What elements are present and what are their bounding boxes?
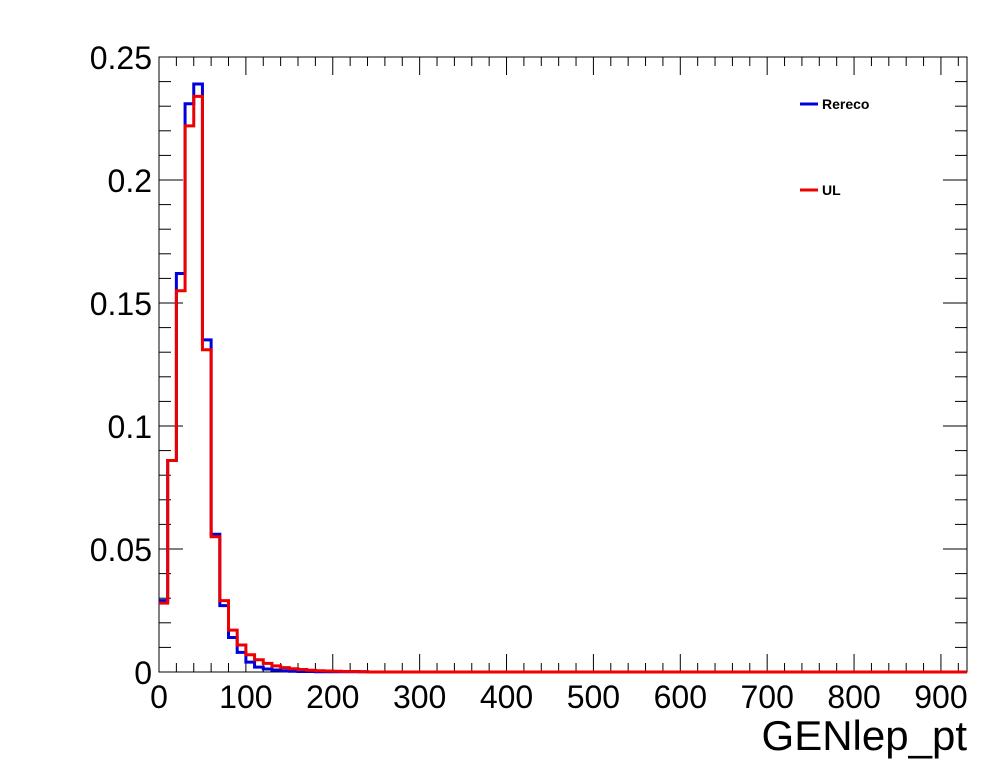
series-line-rereco xyxy=(159,82,967,674)
x-tick-label: 200 xyxy=(306,679,359,715)
x-tick-label: 0 xyxy=(150,679,168,715)
y-tick-label: 0.05 xyxy=(90,532,152,568)
x-tick-label: 900 xyxy=(914,679,967,715)
legend: Rereco UL xyxy=(800,96,869,198)
axis-tick-labels: 0 100 200 300 400 500 600 700 800 900 0 0.05 0.1 0.15… xyxy=(90,40,968,715)
x-tick-label: 100 xyxy=(219,679,272,715)
series-lines xyxy=(159,82,967,674)
axis-ticks xyxy=(158,56,967,673)
x-tick-label: 500 xyxy=(567,679,620,715)
y-tick-label: 0 xyxy=(134,655,152,691)
legend-label-ul: UL xyxy=(822,182,841,198)
x-axis-title: GENlep_pt xyxy=(762,712,968,759)
y-tick-label: 0.1 xyxy=(108,409,152,445)
x-tick-label: 700 xyxy=(740,679,793,715)
y-tick-label: 0.15 xyxy=(90,286,152,322)
x-tick-label: 300 xyxy=(393,679,446,715)
y-tick-label: 0.2 xyxy=(108,163,152,199)
x-tick-label: 800 xyxy=(827,679,880,715)
plot-frame xyxy=(158,56,968,673)
legend-label-rereco: Rereco xyxy=(822,96,869,112)
y-tick-label: 0.25 xyxy=(90,40,152,76)
x-tick-label: 600 xyxy=(654,679,707,715)
series-line-ul xyxy=(159,94,967,674)
x-tick-label: 400 xyxy=(480,679,533,715)
